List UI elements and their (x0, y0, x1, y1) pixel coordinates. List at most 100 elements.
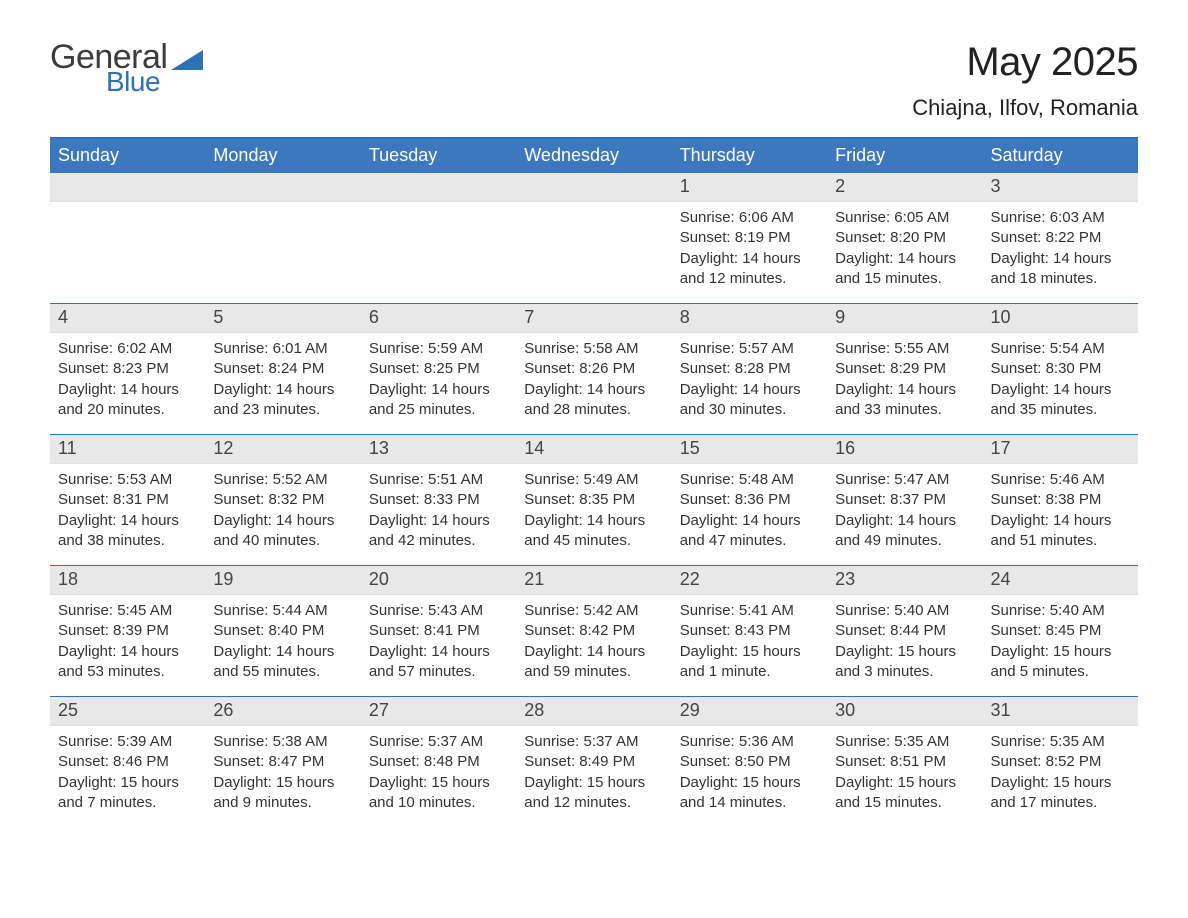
day-cell: 19Sunrise: 5:44 AMSunset: 8:40 PMDayligh… (205, 566, 360, 696)
sunrise-line: Sunrise: 6:02 AM (58, 339, 197, 359)
day-body: Sunrise: 6:06 AMSunset: 8:19 PMDaylight:… (672, 202, 827, 289)
day-cell: 23Sunrise: 5:40 AMSunset: 8:44 PMDayligh… (827, 566, 982, 696)
day-body: Sunrise: 5:41 AMSunset: 8:43 PMDaylight:… (672, 595, 827, 682)
day-number: 5 (205, 304, 360, 333)
day-body: Sunrise: 5:40 AMSunset: 8:44 PMDaylight:… (827, 595, 982, 682)
daylight-line: Daylight: 14 hours and 59 minutes. (524, 642, 663, 683)
day-cell: 1Sunrise: 6:06 AMSunset: 8:19 PMDaylight… (672, 173, 827, 303)
day-cell (205, 173, 360, 303)
day-number: 7 (516, 304, 671, 333)
day-body: Sunrise: 5:59 AMSunset: 8:25 PMDaylight:… (361, 333, 516, 420)
sunrise-line: Sunrise: 6:03 AM (991, 208, 1130, 228)
day-cell: 13Sunrise: 5:51 AMSunset: 8:33 PMDayligh… (361, 435, 516, 565)
daylight-line: Daylight: 15 hours and 1 minute. (680, 642, 819, 683)
day-number: 16 (827, 435, 982, 464)
dow-friday: Friday (827, 139, 982, 173)
sunrise-line: Sunrise: 5:47 AM (835, 470, 974, 490)
day-cell: 30Sunrise: 5:35 AMSunset: 8:51 PMDayligh… (827, 697, 982, 827)
sunrise-line: Sunrise: 5:39 AM (58, 732, 197, 752)
sunrise-line: Sunrise: 5:59 AM (369, 339, 508, 359)
day-cell: 6Sunrise: 5:59 AMSunset: 8:25 PMDaylight… (361, 304, 516, 434)
day-number: 17 (983, 435, 1138, 464)
sunset-line: Sunset: 8:19 PM (680, 228, 819, 248)
daylight-line: Daylight: 15 hours and 5 minutes. (991, 642, 1130, 683)
day-number: 23 (827, 566, 982, 595)
sunset-line: Sunset: 8:49 PM (524, 752, 663, 772)
daylight-line: Daylight: 14 hours and 42 minutes. (369, 511, 508, 552)
daylight-line: Daylight: 14 hours and 57 minutes. (369, 642, 508, 683)
day-body: Sunrise: 5:39 AMSunset: 8:46 PMDaylight:… (50, 726, 205, 813)
daylight-line: Daylight: 15 hours and 15 minutes. (835, 773, 974, 814)
sunrise-line: Sunrise: 5:38 AM (213, 732, 352, 752)
sunset-line: Sunset: 8:24 PM (213, 359, 352, 379)
day-cell: 9Sunrise: 5:55 AMSunset: 8:29 PMDaylight… (827, 304, 982, 434)
sunrise-line: Sunrise: 5:55 AM (835, 339, 974, 359)
sunrise-line: Sunrise: 5:57 AM (680, 339, 819, 359)
day-cell: 4Sunrise: 6:02 AMSunset: 8:23 PMDaylight… (50, 304, 205, 434)
day-cell: 20Sunrise: 5:43 AMSunset: 8:41 PMDayligh… (361, 566, 516, 696)
sunrise-line: Sunrise: 5:40 AM (991, 601, 1130, 621)
day-body: Sunrise: 5:37 AMSunset: 8:49 PMDaylight:… (516, 726, 671, 813)
day-cell: 7Sunrise: 5:58 AMSunset: 8:26 PMDaylight… (516, 304, 671, 434)
day-body (516, 202, 671, 208)
sunrise-line: Sunrise: 5:48 AM (680, 470, 819, 490)
daylight-line: Daylight: 14 hours and 40 minutes. (213, 511, 352, 552)
sunset-line: Sunset: 8:42 PM (524, 621, 663, 641)
day-body (205, 202, 360, 208)
day-body: Sunrise: 5:46 AMSunset: 8:38 PMDaylight:… (983, 464, 1138, 551)
day-cell: 27Sunrise: 5:37 AMSunset: 8:48 PMDayligh… (361, 697, 516, 827)
dow-monday: Monday (205, 139, 360, 173)
sunrise-line: Sunrise: 5:49 AM (524, 470, 663, 490)
day-cell (516, 173, 671, 303)
sunrise-line: Sunrise: 6:06 AM (680, 208, 819, 228)
day-of-week-header: Sunday Monday Tuesday Wednesday Thursday… (50, 139, 1138, 173)
sunset-line: Sunset: 8:37 PM (835, 490, 974, 510)
month-year-title: May 2025 (912, 40, 1138, 85)
sunset-line: Sunset: 8:25 PM (369, 359, 508, 379)
day-number: 11 (50, 435, 205, 464)
sunrise-line: Sunrise: 5:37 AM (524, 732, 663, 752)
sunset-line: Sunset: 8:32 PM (213, 490, 352, 510)
daylight-line: Daylight: 14 hours and 18 minutes. (991, 249, 1130, 290)
day-number: 20 (361, 566, 516, 595)
sunrise-line: Sunrise: 5:58 AM (524, 339, 663, 359)
sunset-line: Sunset: 8:44 PM (835, 621, 974, 641)
day-cell: 26Sunrise: 5:38 AMSunset: 8:47 PMDayligh… (205, 697, 360, 827)
day-cell: 29Sunrise: 5:36 AMSunset: 8:50 PMDayligh… (672, 697, 827, 827)
day-cell: 31Sunrise: 5:35 AMSunset: 8:52 PMDayligh… (983, 697, 1138, 827)
sunset-line: Sunset: 8:28 PM (680, 359, 819, 379)
day-number: 4 (50, 304, 205, 333)
daylight-line: Daylight: 14 hours and 12 minutes. (680, 249, 819, 290)
day-cell: 2Sunrise: 6:05 AMSunset: 8:20 PMDaylight… (827, 173, 982, 303)
sunset-line: Sunset: 8:33 PM (369, 490, 508, 510)
day-number: 21 (516, 566, 671, 595)
sunset-line: Sunset: 8:26 PM (524, 359, 663, 379)
calendar-grid: Sunday Monday Tuesday Wednesday Thursday… (50, 137, 1138, 827)
sunset-line: Sunset: 8:52 PM (991, 752, 1130, 772)
day-cell (50, 173, 205, 303)
day-body: Sunrise: 5:45 AMSunset: 8:39 PMDaylight:… (50, 595, 205, 682)
sunset-line: Sunset: 8:23 PM (58, 359, 197, 379)
day-body: Sunrise: 6:01 AMSunset: 8:24 PMDaylight:… (205, 333, 360, 420)
day-number: 3 (983, 173, 1138, 202)
sunset-line: Sunset: 8:48 PM (369, 752, 508, 772)
day-cell: 11Sunrise: 5:53 AMSunset: 8:31 PMDayligh… (50, 435, 205, 565)
dow-saturday: Saturday (983, 139, 1138, 173)
sunrise-line: Sunrise: 5:36 AM (680, 732, 819, 752)
day-cell: 14Sunrise: 5:49 AMSunset: 8:35 PMDayligh… (516, 435, 671, 565)
sunrise-line: Sunrise: 5:45 AM (58, 601, 197, 621)
sunset-line: Sunset: 8:30 PM (991, 359, 1130, 379)
daylight-line: Daylight: 14 hours and 15 minutes. (835, 249, 974, 290)
title-block: May 2025 Chiajna, Ilfov, Romania (912, 40, 1138, 121)
dow-sunday: Sunday (50, 139, 205, 173)
day-number: 14 (516, 435, 671, 464)
day-cell (361, 173, 516, 303)
day-number: 31 (983, 697, 1138, 726)
sunset-line: Sunset: 8:20 PM (835, 228, 974, 248)
day-body: Sunrise: 5:52 AMSunset: 8:32 PMDaylight:… (205, 464, 360, 551)
day-number: 29 (672, 697, 827, 726)
sunrise-line: Sunrise: 5:35 AM (835, 732, 974, 752)
daylight-line: Daylight: 14 hours and 49 minutes. (835, 511, 974, 552)
sunrise-line: Sunrise: 5:42 AM (524, 601, 663, 621)
brand-word2: Blue (106, 68, 167, 96)
